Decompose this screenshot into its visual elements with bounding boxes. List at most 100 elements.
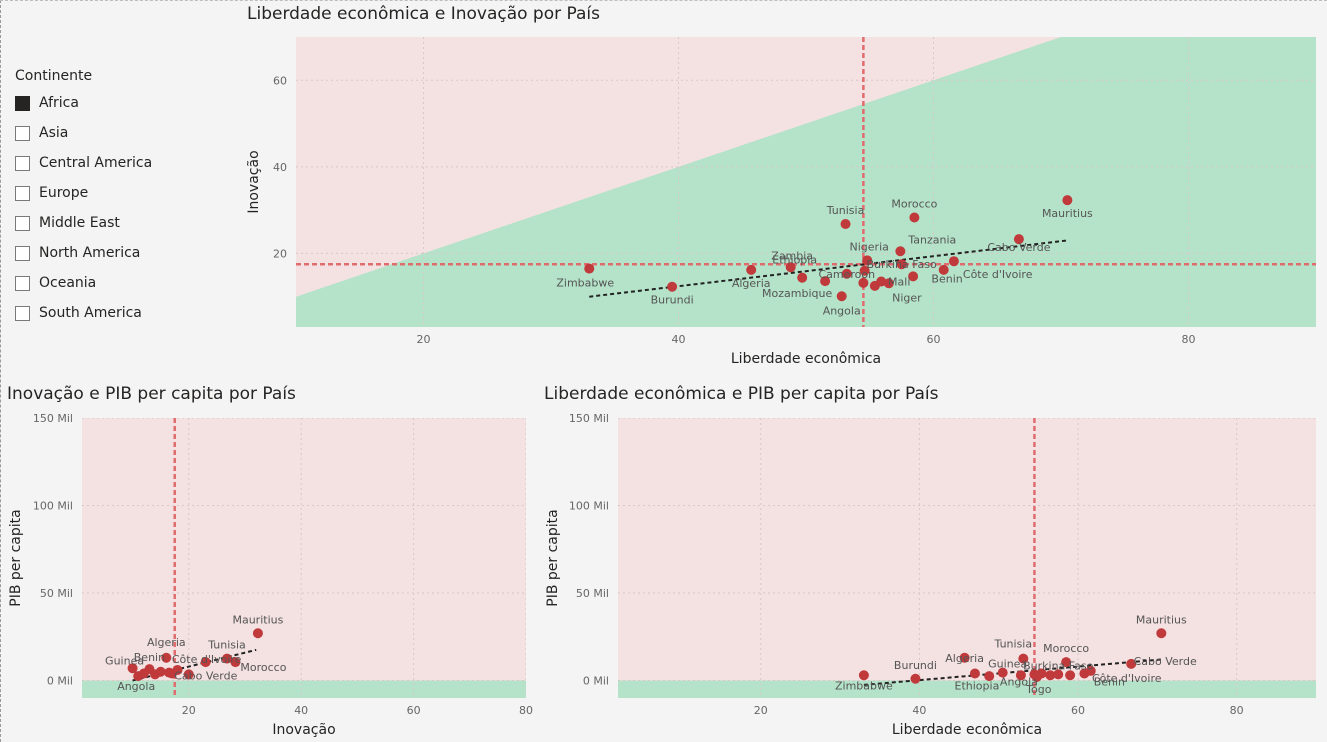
slicer-title: Continente xyxy=(15,68,93,84)
data-point[interactable] xyxy=(1156,628,1167,639)
data-point[interactable] xyxy=(948,256,959,267)
data-point[interactable] xyxy=(1036,668,1047,679)
data-point[interactable] xyxy=(959,652,970,663)
data-point[interactable] xyxy=(155,666,166,677)
y-tick-label: 50 Mil xyxy=(40,587,73,600)
data-point[interactable] xyxy=(584,263,595,274)
point-label: Angola xyxy=(823,304,861,317)
data-point[interactable] xyxy=(200,657,211,668)
x-tick-label: 40 xyxy=(912,704,926,717)
data-point[interactable] xyxy=(862,255,873,266)
x-tick-label: 80 xyxy=(1182,333,1196,346)
data-point[interactable] xyxy=(1061,657,1072,668)
data-point[interactable] xyxy=(997,667,1008,678)
slicer-item-middle-east[interactable]: Middle East xyxy=(15,208,152,238)
checkbox-icon[interactable] xyxy=(15,95,30,111)
checkbox-icon[interactable] xyxy=(15,215,30,231)
checkbox-icon[interactable] xyxy=(15,125,30,141)
data-point[interactable] xyxy=(1126,658,1137,669)
y-tick-label: 20 xyxy=(273,247,287,260)
data-point[interactable] xyxy=(908,271,919,282)
point-label: Benin xyxy=(1094,676,1125,689)
y-tick-label: 40 xyxy=(273,161,287,174)
data-point[interactable] xyxy=(859,265,870,276)
chart-innovation-gdp[interactable]: Guinea Angola Benin Algeria Cabo Verde Côte d… xyxy=(8,412,533,738)
data-point[interactable] xyxy=(1085,665,1096,676)
point-label: Burkina Faso xyxy=(1023,659,1093,672)
data-point[interactable] xyxy=(896,259,907,270)
data-point[interactable] xyxy=(1015,670,1026,681)
point-label: Burundi xyxy=(651,294,694,307)
y-tick-label: 150 Mil xyxy=(33,412,73,425)
data-point[interactable] xyxy=(1065,670,1076,681)
point-label: Guinea xyxy=(105,654,144,667)
data-point[interactable] xyxy=(746,264,757,275)
checkbox-icon[interactable] xyxy=(15,155,30,171)
data-point[interactable] xyxy=(858,277,869,288)
data-point[interactable] xyxy=(910,673,921,684)
data-point[interactable] xyxy=(222,653,233,664)
slicer-item-north-america[interactable]: North America xyxy=(15,238,152,268)
data-point[interactable] xyxy=(1018,653,1029,664)
point-label: Angola xyxy=(1000,675,1038,688)
point-label: Tunisia xyxy=(207,639,246,652)
data-point[interactable] xyxy=(836,291,847,302)
point-label: Burkina Faso xyxy=(867,258,937,271)
y-axis-title: Inovação xyxy=(246,150,262,213)
data-point[interactable] xyxy=(984,671,995,682)
data-point[interactable] xyxy=(969,668,980,679)
data-point[interactable] xyxy=(172,665,183,675)
data-point[interactable] xyxy=(841,268,852,279)
data-point[interactable] xyxy=(252,628,263,639)
data-point[interactable] xyxy=(820,276,831,287)
x-tick-label: 20 xyxy=(417,333,431,346)
slicer-item-europe[interactable]: Europe xyxy=(15,178,152,208)
slicer-item-label: Asia xyxy=(39,125,69,141)
slicer-item-south-america[interactable]: South America xyxy=(15,298,152,328)
slicer-item-central-america[interactable]: Central America xyxy=(15,148,152,178)
data-point[interactable] xyxy=(230,657,241,668)
x-tick-label: 60 xyxy=(1071,704,1085,717)
slicer-item-asia[interactable]: Asia xyxy=(15,118,152,148)
data-point[interactable] xyxy=(785,262,796,273)
data-point[interactable] xyxy=(1045,670,1056,681)
data-point[interactable] xyxy=(883,278,894,289)
data-point[interactable] xyxy=(909,212,920,223)
checkbox-icon[interactable] xyxy=(15,245,30,261)
x-tick-label: 80 xyxy=(519,704,533,717)
data-point[interactable] xyxy=(797,272,808,283)
data-point[interactable] xyxy=(183,669,194,680)
slicer-item-africa[interactable]: Africa xyxy=(15,88,152,118)
checkbox-icon[interactable] xyxy=(15,185,30,201)
data-point[interactable] xyxy=(938,264,949,275)
point-label: Morocco xyxy=(891,197,937,210)
point-label: Angola xyxy=(117,680,155,693)
slicer-item-label: Oceania xyxy=(39,275,97,291)
checkbox-icon[interactable] xyxy=(15,305,30,321)
data-point[interactable] xyxy=(1013,234,1024,245)
data-point[interactable] xyxy=(161,652,172,663)
data-point[interactable] xyxy=(1053,669,1064,680)
y-axis-title: PIB per capita xyxy=(8,509,24,606)
data-point[interactable] xyxy=(667,281,678,292)
point-label: Algeria xyxy=(147,636,186,649)
data-point[interactable] xyxy=(858,670,869,681)
slicer-item-label: North America xyxy=(39,245,141,261)
continent-slicer: Continente Africa Asia Central America Euro… xyxy=(15,64,152,328)
data-point[interactable] xyxy=(1062,195,1073,206)
slicer-item-label: Europe xyxy=(39,185,89,201)
x-axis-title: Liberdade econômica xyxy=(731,351,881,367)
data-point[interactable] xyxy=(876,276,887,287)
data-point[interactable] xyxy=(840,218,851,229)
data-point[interactable] xyxy=(127,663,138,674)
chart-title-3: Liberdade econômica e PIB per capita por… xyxy=(544,384,939,404)
checkbox-icon[interactable] xyxy=(15,275,30,291)
plot-area[interactable]: Guinea Angola Benin Algeria Cabo Verde Côte d… xyxy=(82,418,526,698)
data-point[interactable] xyxy=(895,246,906,257)
slicer-item-oceania[interactable]: Oceania xyxy=(15,268,152,298)
x-tick-label: 40 xyxy=(672,333,686,346)
